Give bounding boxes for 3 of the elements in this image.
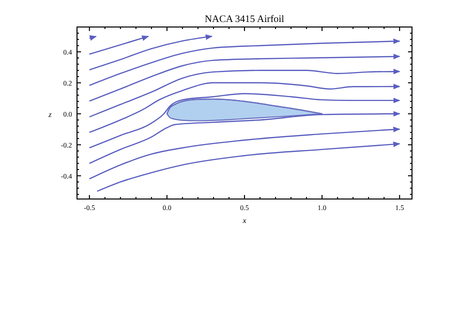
chart-title: NACA 3415 Airfoil [204,14,284,25]
x-axis-title: x [242,216,247,225]
y-axis-title: z [47,110,52,119]
